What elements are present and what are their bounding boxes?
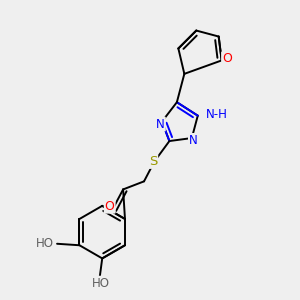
Text: O: O <box>105 200 115 213</box>
Text: N: N <box>156 118 165 130</box>
Text: S: S <box>149 155 157 168</box>
Text: O: O <box>222 52 232 65</box>
Text: N-H: N-H <box>206 108 228 121</box>
Text: N: N <box>189 134 198 147</box>
Text: HO: HO <box>36 237 54 250</box>
Text: HO: HO <box>92 277 110 290</box>
